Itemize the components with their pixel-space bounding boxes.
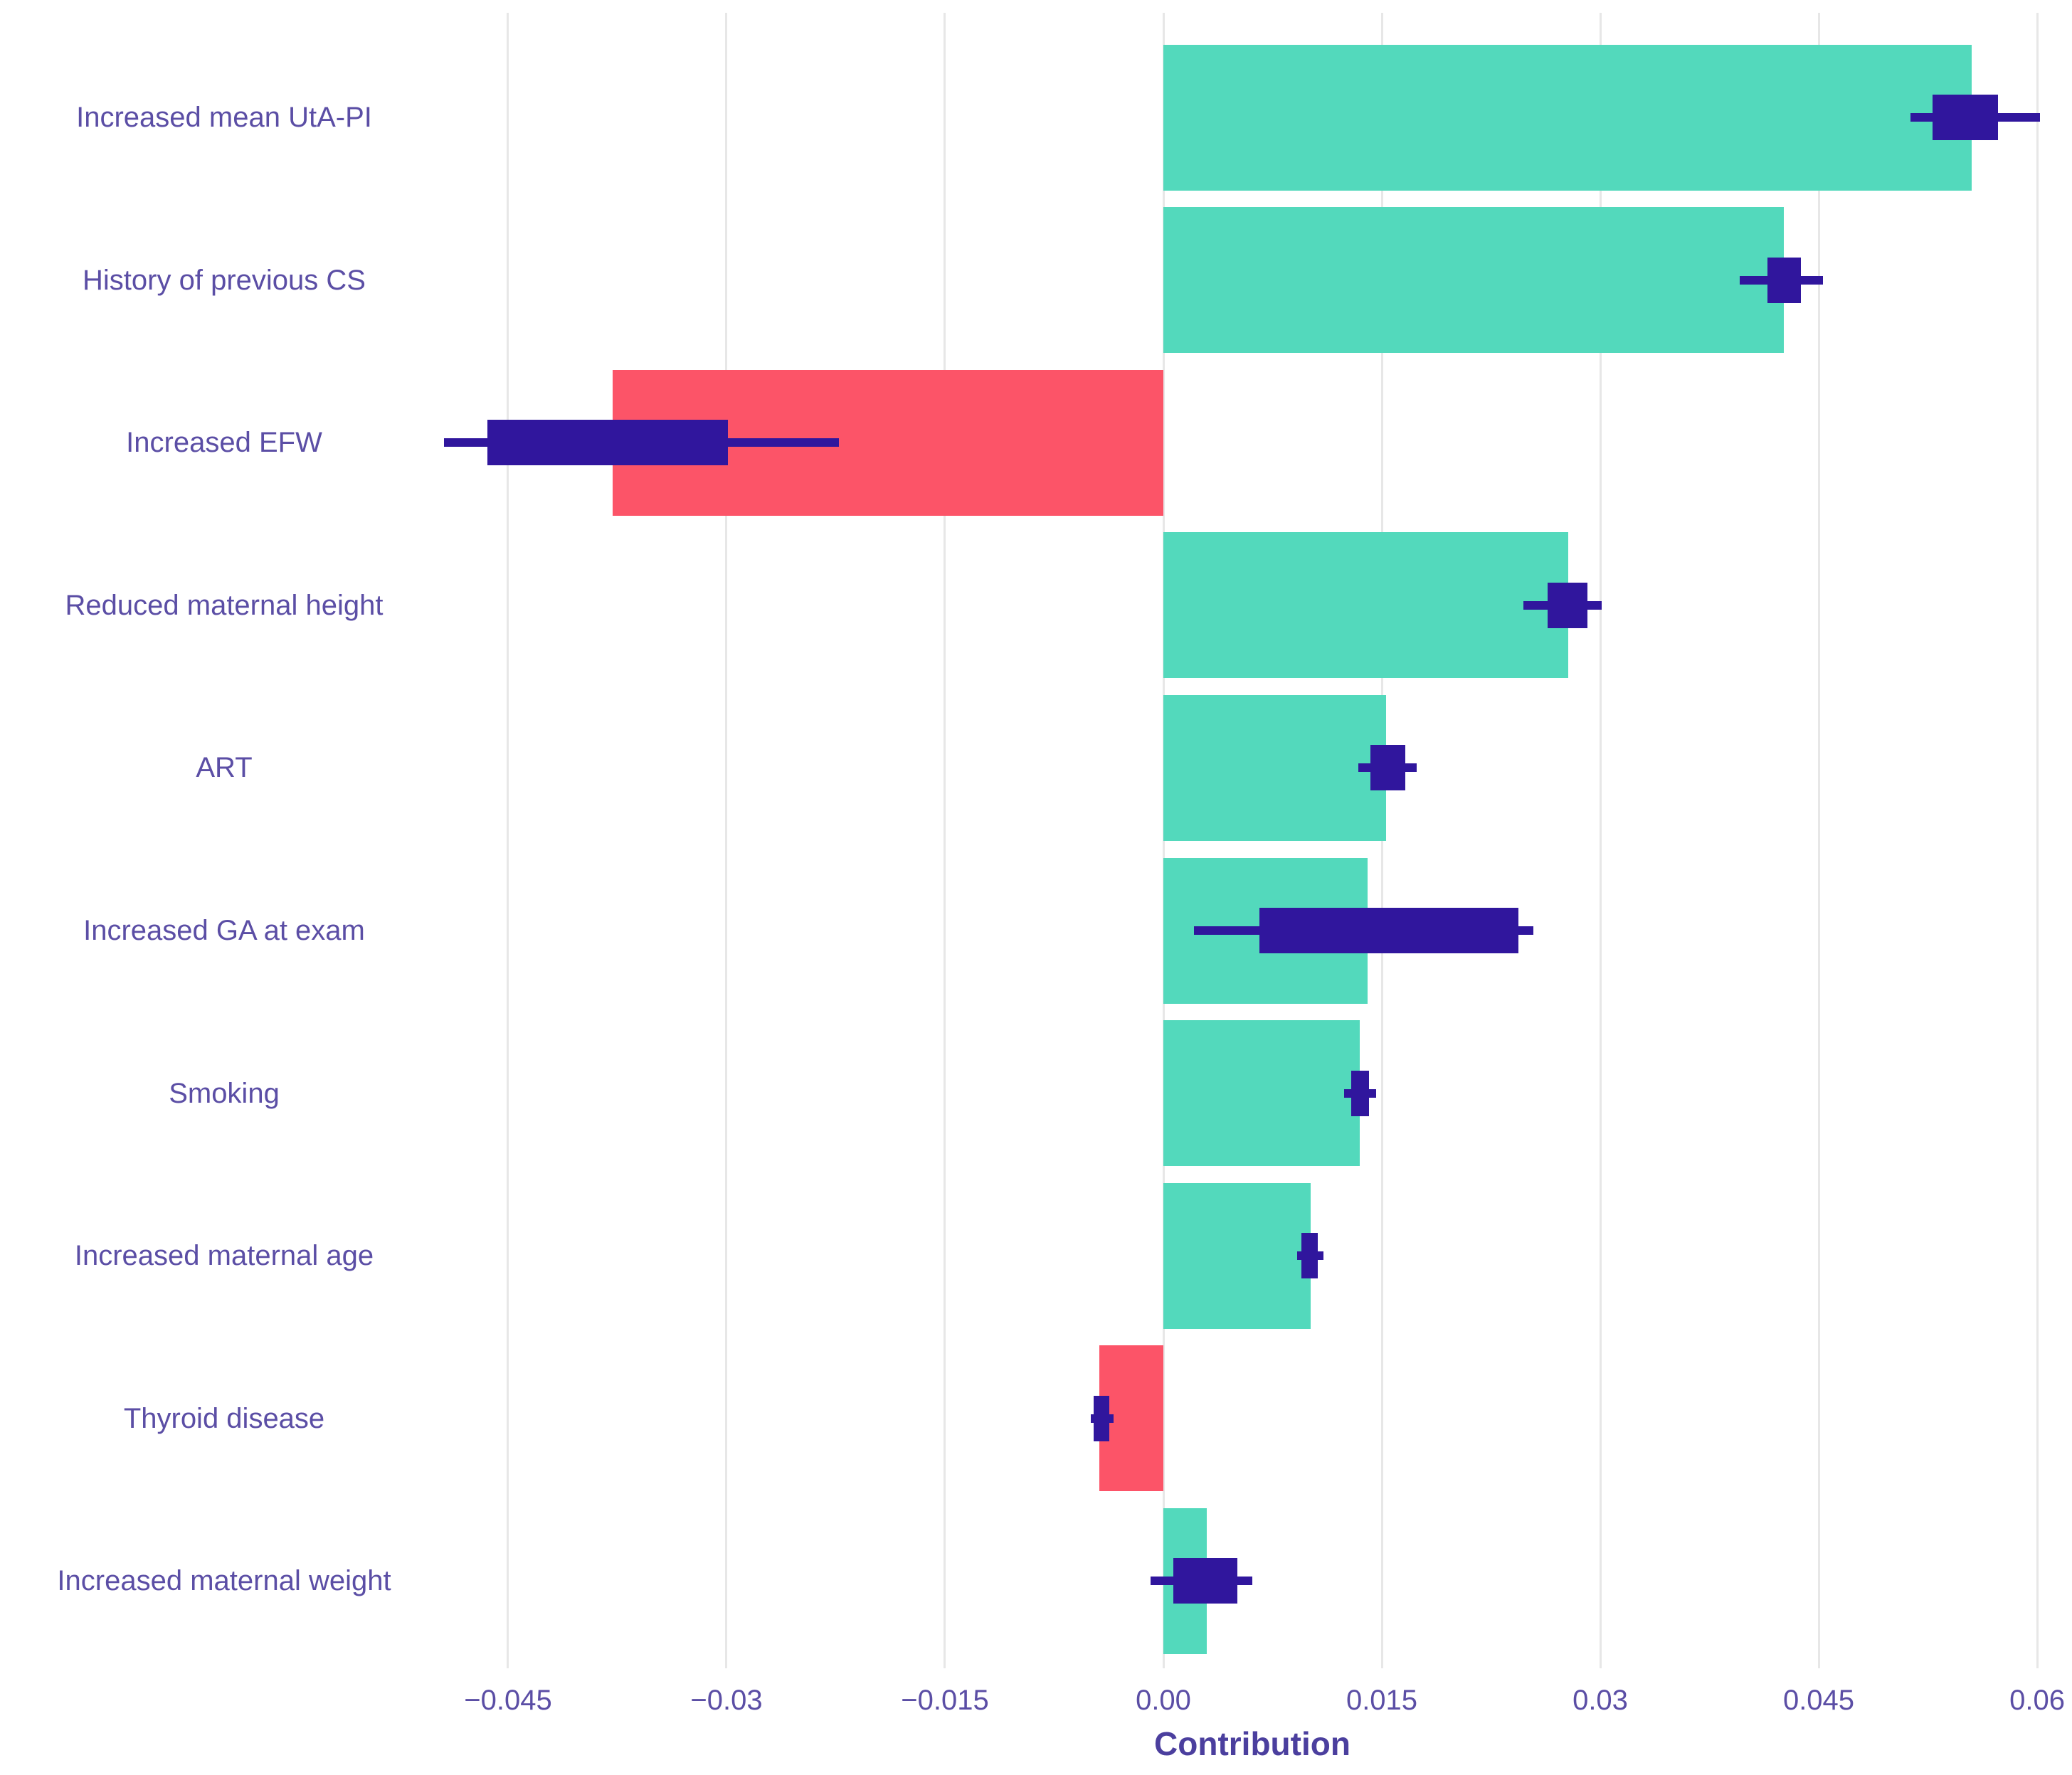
bar-increased-maternal-age: [1163, 1182, 1311, 1329]
error-box-increased-mean-uta-pi: [1932, 95, 1998, 140]
gridline-0.06: [2036, 13, 2039, 1668]
error-box-increased-maternal-age: [1301, 1233, 1318, 1279]
bar-increased-mean-uta-pi: [1163, 44, 1972, 191]
x-tick-label: 0.015: [1346, 1685, 1418, 1716]
gridline-0.045: [1817, 13, 1820, 1668]
error-box-smoking: [1351, 1070, 1369, 1116]
x-tick-label: 0.03: [1572, 1685, 1628, 1716]
error-box-art: [1370, 745, 1405, 791]
gridline-−0.015: [944, 13, 946, 1668]
gridline-−0.03: [725, 13, 728, 1668]
category-label-reduced-maternal-height: Reduced maternal height: [65, 589, 384, 621]
x-tick-label: −0.015: [901, 1685, 989, 1716]
x-tick-label: 0.00: [1136, 1685, 1191, 1716]
category-label-smoking: Smoking: [169, 1077, 280, 1109]
bar-art: [1163, 694, 1387, 841]
category-label-increased-maternal-weight: Increased maternal weight: [57, 1565, 391, 1597]
bar-history-of-previous-cs: [1163, 207, 1784, 354]
error-box-increased-efw: [487, 420, 729, 466]
x-tick-label: −0.045: [464, 1685, 552, 1716]
error-box-reduced-maternal-height: [1548, 582, 1587, 628]
x-tick-label: 0.06: [2009, 1685, 2065, 1716]
category-label-increased-mean-uta-pi: Increased mean UtA-PI: [76, 102, 372, 133]
error-box-increased-maternal-weight: [1173, 1558, 1238, 1604]
x-axis-title: Contribution: [1154, 1725, 1350, 1762]
x-tick-label: −0.03: [690, 1685, 763, 1716]
category-label-increased-efw: Increased EFW: [126, 427, 322, 459]
category-label-history-of-previous-cs: History of previous CS: [83, 264, 366, 296]
category-label-art: ART: [196, 752, 253, 784]
x-tick-label: 0.045: [1782, 1685, 1855, 1716]
category-label-thyroid-disease: Thyroid disease: [123, 1402, 325, 1434]
category-label-increased-maternal-age: Increased maternal age: [74, 1240, 374, 1272]
category-label-increased-ga-at-exam: Increased GA at exam: [83, 915, 365, 946]
error-box-increased-ga-at-exam: [1259, 908, 1519, 953]
bar-smoking: [1163, 1020, 1360, 1167]
error-box-history-of-previous-cs: [1767, 257, 1802, 303]
bar-reduced-maternal-height: [1163, 532, 1568, 679]
gridline-−0.045: [507, 13, 509, 1668]
gridline-0.03: [1599, 13, 1602, 1668]
error-box-thyroid-disease: [1093, 1395, 1110, 1441]
